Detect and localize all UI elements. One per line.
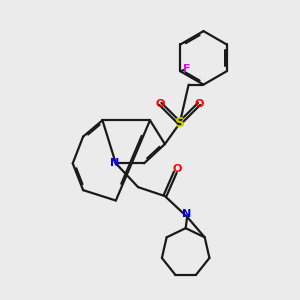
Text: O: O <box>172 164 182 174</box>
Text: O: O <box>194 99 204 109</box>
Text: S: S <box>175 116 185 130</box>
Text: O: O <box>156 99 165 109</box>
Text: F: F <box>183 64 190 74</box>
Text: N: N <box>182 209 191 219</box>
Text: N: N <box>110 158 119 168</box>
